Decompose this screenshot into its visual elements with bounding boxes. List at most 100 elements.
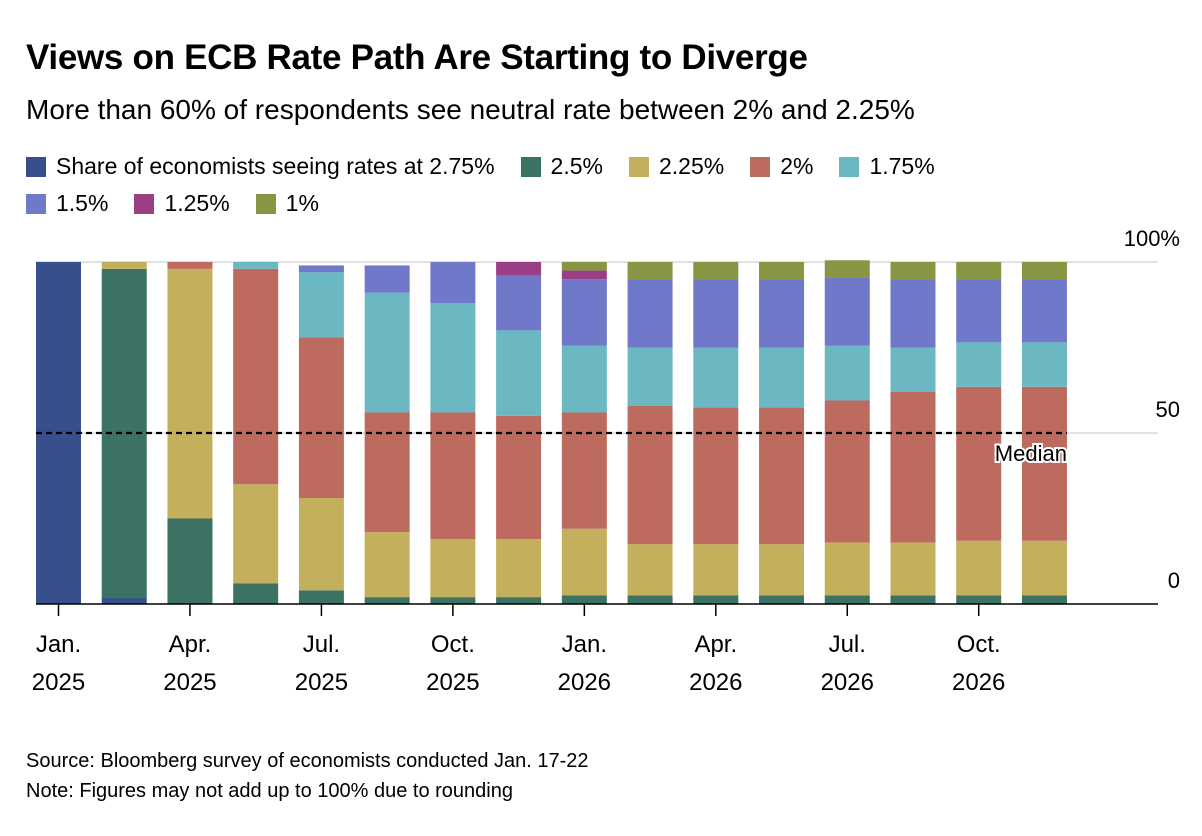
bar-segment xyxy=(824,277,870,346)
legend-item: Share of economists seeing rates at 2.75… xyxy=(26,153,495,180)
x-tick-label: 2025 xyxy=(426,669,479,696)
y-tick-label: 0 xyxy=(1168,568,1180,593)
x-tick-label: Jan. xyxy=(36,631,81,658)
bar-segment xyxy=(759,279,805,348)
bar-segment xyxy=(233,262,279,269)
legend-item: 2% xyxy=(750,153,813,180)
bar-segment xyxy=(430,303,476,413)
legend: Share of economists seeing rates at 2.75… xyxy=(26,148,1176,222)
bar-segment xyxy=(890,595,936,604)
bar-segment xyxy=(627,544,673,596)
bar-segment xyxy=(430,262,476,304)
legend-swatch xyxy=(255,193,276,214)
x-tick-label: 2026 xyxy=(821,669,874,696)
source-note: Source: Bloomberg survey of economists c… xyxy=(26,750,589,772)
footer: Source: Bloomberg survey of economists c… xyxy=(26,746,589,806)
bar-segment xyxy=(298,497,344,591)
bar-segment xyxy=(759,262,805,280)
median-label: Median xyxy=(995,441,1067,466)
bar-segment xyxy=(430,412,476,540)
bar-segment xyxy=(167,262,213,269)
bar-segment xyxy=(496,539,542,598)
bar-segment xyxy=(759,595,805,604)
bar-segment xyxy=(824,542,870,596)
legend-label: 1% xyxy=(285,190,319,216)
bar-segment xyxy=(1021,279,1067,343)
legend-swatch xyxy=(26,156,46,177)
x-tick-label: 2025 xyxy=(295,669,348,696)
y-tick-label: 50 xyxy=(1156,397,1180,422)
legend-label: 2.25% xyxy=(658,153,725,179)
bar-segment xyxy=(627,262,673,280)
legend-item: 1% xyxy=(255,190,319,217)
bar-segment xyxy=(890,262,936,280)
bar-segment xyxy=(430,597,476,604)
legend-label: 1.5% xyxy=(56,190,109,216)
bar-segment xyxy=(759,407,805,545)
bar-segment xyxy=(364,412,410,533)
bar-segment xyxy=(693,595,739,604)
legend-swatch xyxy=(520,156,541,177)
bar-segment xyxy=(561,270,607,280)
x-tick-label: Apr. xyxy=(169,631,212,658)
bar-segment xyxy=(627,595,673,604)
x-tick-label: Jul. xyxy=(829,631,866,658)
legend-label: 1.25% xyxy=(164,190,230,216)
stacked-bar-chart: 0 50 100% Median Jan. 2025 Apr. 2025 Jul. 2025 Oct… xyxy=(32,226,1180,696)
legend-swatch xyxy=(750,156,771,177)
bar-segment xyxy=(561,345,607,413)
bar-segment xyxy=(364,292,410,413)
legend-label: Share of economists seeing rates at 2.75… xyxy=(56,153,495,179)
legend-label: 1.75% xyxy=(869,153,935,179)
x-tick-label: Apr. xyxy=(694,631,737,658)
bar-segment xyxy=(890,391,936,543)
legend-label: 2% xyxy=(780,153,814,179)
legend-row: 1.5% 1.25% 1% xyxy=(26,185,1176,222)
bar-segment xyxy=(627,405,673,545)
legend-row: Share of economists seeing rates at 2.75… xyxy=(26,148,1176,185)
bar-segment xyxy=(561,412,607,529)
bar-segment xyxy=(561,595,607,604)
x-tick-label: 2026 xyxy=(689,669,742,696)
bar-segment xyxy=(496,330,542,416)
bar-segment xyxy=(693,262,739,280)
bar-segment xyxy=(233,583,279,604)
bar-segment xyxy=(496,415,542,540)
x-tick-label: Jan. xyxy=(562,631,607,658)
bar-segment xyxy=(298,272,344,338)
legend-swatch xyxy=(628,156,649,177)
bar-segment xyxy=(890,279,936,348)
x-tick-label: Oct. xyxy=(431,631,475,658)
x-tick-label: Jul. xyxy=(303,631,340,658)
legend-item: 2.25% xyxy=(628,153,725,180)
bar-segment xyxy=(956,540,1002,596)
bar-segment xyxy=(1021,595,1067,604)
legend-swatch xyxy=(134,193,155,214)
legend-item: 1.75% xyxy=(839,153,935,180)
bar-segment xyxy=(561,528,607,596)
bar-segment xyxy=(1021,540,1067,596)
bar-segment xyxy=(298,590,344,604)
bar-segment xyxy=(693,407,739,545)
bar-segment xyxy=(561,262,607,271)
bar-segment xyxy=(233,484,279,584)
bar-segment xyxy=(496,275,542,331)
x-tick-label: 2025 xyxy=(32,669,85,696)
x-tick-label: Oct. xyxy=(957,631,1001,658)
bar-segment xyxy=(101,597,147,604)
bar-segment xyxy=(167,268,213,519)
x-tick-label: 2026 xyxy=(558,669,611,696)
bar-segment xyxy=(496,597,542,604)
x-tick-label: 2025 xyxy=(163,669,216,696)
legend-swatch xyxy=(26,193,46,214)
bar-segment xyxy=(693,347,739,408)
bar-segment xyxy=(824,345,870,401)
chart-title: Views on ECB Rate Path Are Starting to D… xyxy=(26,38,808,77)
bar-segment xyxy=(167,518,213,604)
bar-segment xyxy=(1021,386,1067,541)
bar-segment xyxy=(627,347,673,406)
bar-segment xyxy=(956,262,1002,280)
bar-segment xyxy=(824,400,870,543)
bar-segment xyxy=(956,342,1002,387)
bar-segment xyxy=(298,265,344,273)
